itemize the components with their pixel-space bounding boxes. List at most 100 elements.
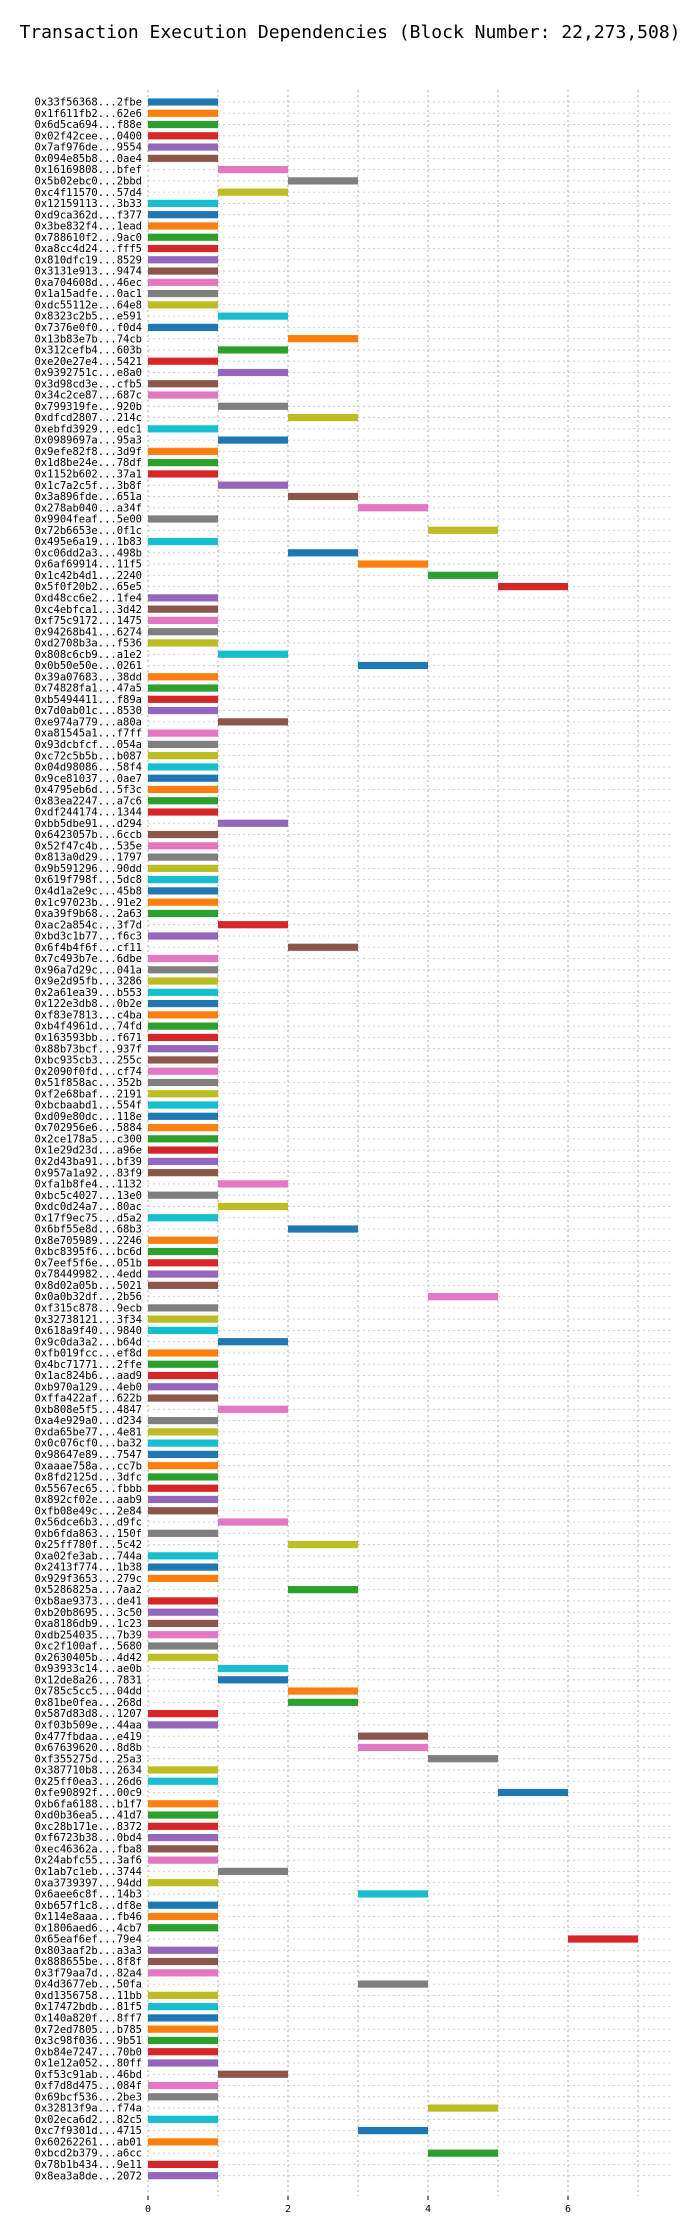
dependency-bar: [148, 1078, 218, 1087]
tx-hash-label: 0xa4e929a0...d234: [35, 1415, 142, 1427]
dependency-bar: [148, 1484, 218, 1492]
tx-hash-label: 0x094e85b8...0ae4: [35, 153, 142, 165]
dependency-bar: [148, 1315, 218, 1323]
tx-hash-label: 0x5f0f20b2...65e5: [35, 581, 142, 593]
tx-hash-label: 0x3f79aa7d...82a4: [35, 1967, 142, 1979]
tx-hash-label: 0x618a9f40...9840: [35, 1325, 142, 1337]
dependency-bar: [148, 222, 218, 230]
tx-hash-label: 0x163593bb...f671: [35, 1032, 142, 1044]
tx-hash-label: 0x25ff780f...5c42: [35, 1539, 142, 1551]
tx-hash-label: 0x88b73bcf...937f: [35, 1043, 142, 1055]
dependency-bar: [218, 481, 288, 489]
dependency-bar: [148, 537, 218, 546]
dependency-bar: [148, 864, 218, 872]
tx-hash-label: 0x278ab040...a34f: [35, 502, 142, 514]
dependency-bar: [288, 413, 358, 422]
tx-hash-label: 0x477fbdaa...e419: [35, 1731, 142, 1743]
dependency-bar: [148, 1574, 218, 1582]
dependency-bar: [358, 504, 428, 512]
dependency-bar: [148, 1766, 218, 1774]
dependency-bar: [358, 1890, 428, 1898]
dependency-bar: [148, 1123, 218, 1132]
dependency-bar: [218, 1338, 288, 1346]
dependency-bar: [148, 289, 218, 298]
tx-hash-label: 0x13b83e7b...74cb: [35, 333, 142, 345]
dependency-bar: [148, 1045, 218, 1053]
tx-hash-label: 0x888655be...8f8f: [35, 1956, 142, 1968]
dependency-bar: [148, 154, 218, 162]
dependency-bar: [428, 1293, 498, 1301]
dependency-bar: [148, 1811, 218, 1819]
tx-hash-label: 0xc4ebfca1...3d42: [35, 604, 142, 616]
tx-hash-label: 0x8fd2125d...3dfc: [35, 1472, 142, 1484]
tx-hash-label: 0x9904feaf...5e00: [35, 514, 142, 526]
dependency-bar: [148, 2003, 218, 2011]
bars-group: [148, 98, 638, 2180]
tx-hash-label: 0x1152b602...37a1: [35, 469, 142, 481]
tx-hash-label: 0x3c98f036...9b51: [35, 2035, 142, 2047]
dependency-bar: [148, 954, 218, 963]
dependency-bar: [148, 1924, 218, 1932]
tx-hash-label: 0xb5494411...f89a: [35, 694, 142, 706]
tx-hash-label: 0x7376e0f0...f0d4: [35, 322, 142, 334]
dependency-bar: [148, 357, 218, 365]
dependency-bar: [218, 188, 288, 196]
dependency-bar: [148, 391, 218, 399]
dependency-bar: [148, 143, 218, 151]
tx-hash-label: 0xbb5dbe91...d294: [35, 818, 142, 830]
dependency-bar: [428, 1755, 498, 1763]
tx-hash-label: 0x0c076cf0...ba32: [35, 1438, 142, 1450]
tx-hash-label: 0x2d43ba91...bf39: [35, 1156, 142, 1168]
tx-hash-label: 0x6bf55e8d...68b3: [35, 1224, 142, 1236]
tx-hash-label: 0x1c7a2c5f...3b8f: [35, 480, 142, 492]
dependency-bar: [428, 571, 498, 579]
tx-hash-label: 0xc2f100af...5680: [35, 1641, 142, 1653]
dependency-bar: [288, 1540, 358, 1549]
dependency-bar: [148, 459, 218, 467]
dependency-bar: [218, 346, 288, 354]
dependency-bar: [148, 842, 218, 850]
tx-hash-label: 0x4d3677eb...50fa: [35, 1979, 142, 1991]
tx-hash-label: 0x4795eb6d...5f3c: [35, 784, 142, 796]
tx-hash-label: 0x1d8be24e...78df: [35, 457, 142, 469]
dependency-bar: [148, 1112, 218, 1120]
dependency-bar: [148, 211, 218, 219]
tx-hash-label: 0xf7d8d475...084f: [35, 2080, 142, 2092]
tx-hash-label: 0x9c0da3a2...b64d: [35, 1336, 142, 1348]
dependency-bar: [148, 1157, 218, 1165]
tx-hash-label: 0x6423057b...6ccb: [35, 829, 142, 841]
tx-hash-label: 0x7c493b7e...6dbe: [35, 953, 142, 965]
dependency-bar: [148, 1912, 218, 1921]
dependency-bar: [148, 120, 218, 129]
dependency-bar: [148, 1428, 218, 1436]
dependency-bar: [148, 1416, 218, 1425]
tx-hash-label: 0xd0b36ea5...41d7: [35, 1810, 142, 1822]
dependency-bar: [358, 1743, 428, 1752]
tx-hash-label: 0x3be832f4...1ead: [35, 221, 142, 233]
dependency-bar: [148, 774, 218, 782]
dependency-bar: [148, 706, 218, 715]
x-tick-label: 0: [145, 2204, 151, 2215]
tx-hash-label: 0x114e8aaa...fb46: [35, 1911, 142, 1923]
tx-hash-label: 0xd09e80dc...118e: [35, 1111, 142, 1123]
dependency-bar: [148, 199, 218, 208]
dependency-bar: [218, 1867, 288, 1875]
x-ticks-group: 0 2 4 6: [145, 2196, 571, 2215]
dependency-bar: [148, 1214, 218, 1222]
tx-hash-label: 0x2630405b...4d42: [35, 1652, 142, 1664]
dependency-bar: [148, 988, 218, 996]
dependency-bar: [148, 605, 218, 613]
dependency-bar: [218, 312, 288, 320]
tx-hash-label: 0x6f4b4f6f...cf11: [35, 942, 142, 954]
dependency-bar: [148, 98, 218, 106]
tx-hash-label: 0x3131e913...9474: [35, 266, 142, 278]
tx-hash-label: 0x8d02a05b...5021: [35, 1280, 142, 1292]
tx-hash-label: 0xf355275d...25a3: [35, 1753, 142, 1765]
tx-hash-label: 0xb4f4961d...74fd: [35, 1021, 142, 1033]
tx-hash-label: 0x1c42b4d1...2240: [35, 570, 142, 582]
dependency-bar: [358, 1732, 428, 1740]
tx-hash-label: 0xdf244174...1344: [35, 807, 142, 819]
tx-hash-label: 0xb6fda863...150f: [35, 1528, 142, 1540]
dependency-bar: [148, 1879, 218, 1887]
dependency-bar: [148, 1383, 218, 1391]
